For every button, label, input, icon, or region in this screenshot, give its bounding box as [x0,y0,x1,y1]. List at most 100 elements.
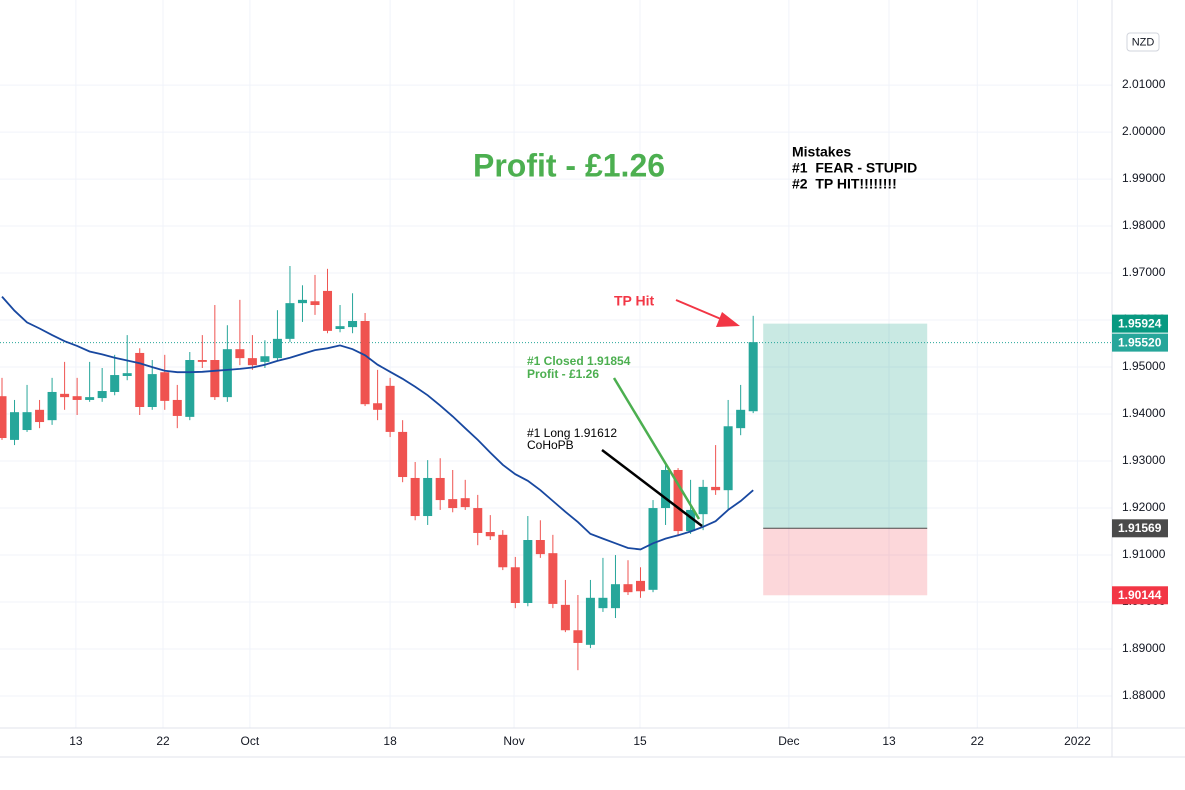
candle-body [573,630,583,643]
candle-body [297,299,307,304]
candle-body [398,431,408,478]
candle-body [10,412,20,440]
y-tick-label: 2.00000 [1122,124,1166,138]
candle-body [473,508,483,533]
price-label: 1.91569 [1118,521,1162,535]
candle-body [285,303,295,339]
candle-body [460,498,470,508]
candle-body [548,553,558,604]
loss-zone [763,528,928,596]
long-label: #1 Long 1.91612 [527,426,617,440]
candle-body [135,352,145,408]
candle-body [47,391,57,421]
candle-body [661,469,671,509]
candle-body [60,393,70,398]
y-tick-label: 2.01000 [1122,77,1166,91]
candle-body [485,532,495,537]
closed-label: Profit - £1.26 [527,367,599,381]
x-tick-label: 13 [69,734,83,748]
x-tick-label: 13 [882,734,896,748]
plot-area [0,266,1112,671]
candle-body [698,486,708,515]
candle-body [736,409,746,429]
y-tick-label: 1.88000 [1122,688,1166,702]
candle-body [623,584,633,593]
price-label-box [1112,314,1168,333]
y-tick-label: 1.89000 [1122,641,1166,655]
annotations: Profit - £1.26 Mistakes #1 FEAR - STUPID… [473,144,917,527]
candle-body [35,409,45,423]
y-tick-label: 1.99000 [1122,171,1166,185]
y-tick-label: 1.91000 [1122,547,1166,561]
closed-pointer [612,377,701,520]
candle-body [435,477,445,501]
mistakes-note: #1 FEAR - STUPID [792,160,917,176]
price-label: 1.95520 [1118,335,1162,349]
x-tick-label: 22 [971,734,985,748]
mistakes-note: #2 TP HIT!!!!!!!! [792,176,897,192]
x-tick-label: Oct [241,734,260,748]
candle-body [185,360,195,417]
x-tick-label: Nov [503,734,524,748]
x-tick-label: 2022 [1064,734,1091,748]
candle-body [260,356,270,362]
candle-body [748,342,758,412]
y-tick-label: 1.94000 [1122,406,1166,420]
x-tick-label: 22 [156,734,170,748]
tp-hit-arrow [675,299,729,323]
candle-body [0,396,7,439]
candle-body [72,396,82,400]
candle-body [410,477,420,517]
candle-body [22,412,32,431]
candle-body [160,372,170,401]
candle-body [535,540,545,555]
price-label-box [1112,586,1168,605]
candle-body [560,604,570,631]
candle-body [510,567,520,603]
moving-average [1,296,754,551]
candle-body [272,338,282,359]
candle-body [498,534,508,568]
candle-body [585,597,595,645]
candle-body [686,509,696,532]
price-label: 1.90144 [1118,588,1162,602]
y-tick-label: 1.97000 [1122,265,1166,279]
candle-body [610,584,620,609]
candle-body [247,358,257,366]
y-tick-label: 1.93000 [1122,453,1166,467]
candle-body [348,320,358,328]
candle-body [335,326,345,329]
tp-hit-label: TP Hit [614,293,655,309]
currency-label[interactable]: NZD [1132,36,1155,48]
candle-body [523,540,533,603]
candle-body [385,385,395,432]
candle-body [711,486,721,491]
candle-body [85,397,95,400]
currency-badge[interactable] [1126,32,1160,52]
candle-body [222,349,232,398]
candle-body [323,290,333,331]
profit-zone [763,323,928,529]
price-label: 1.95924 [1118,316,1162,330]
y-tick-label: 1.92000 [1122,500,1166,514]
candle-body [110,375,120,392]
candle-body [360,320,370,405]
candle-body [673,469,683,532]
profit-title: Profit - £1.26 [473,147,665,183]
closed-label: #1 Closed 1.91854 [527,354,631,368]
x-tick-label: 18 [383,734,397,748]
mistakes-note: Mistakes [792,144,851,160]
candle-body [310,301,320,306]
candle-body [235,349,245,359]
candle-body [373,403,383,410]
long-pointer [601,449,703,527]
candle-body [172,399,182,416]
price-labels: NZD 1.95924 1.95520 1.91569 1.90144 [1112,32,1168,605]
candle-body [648,508,658,590]
long-label: CoHoPB [527,438,574,452]
candle-body [97,391,107,399]
y-tick-label: 1.98000 [1122,218,1166,232]
candle-body [448,499,458,509]
price-label-box [1112,333,1168,352]
